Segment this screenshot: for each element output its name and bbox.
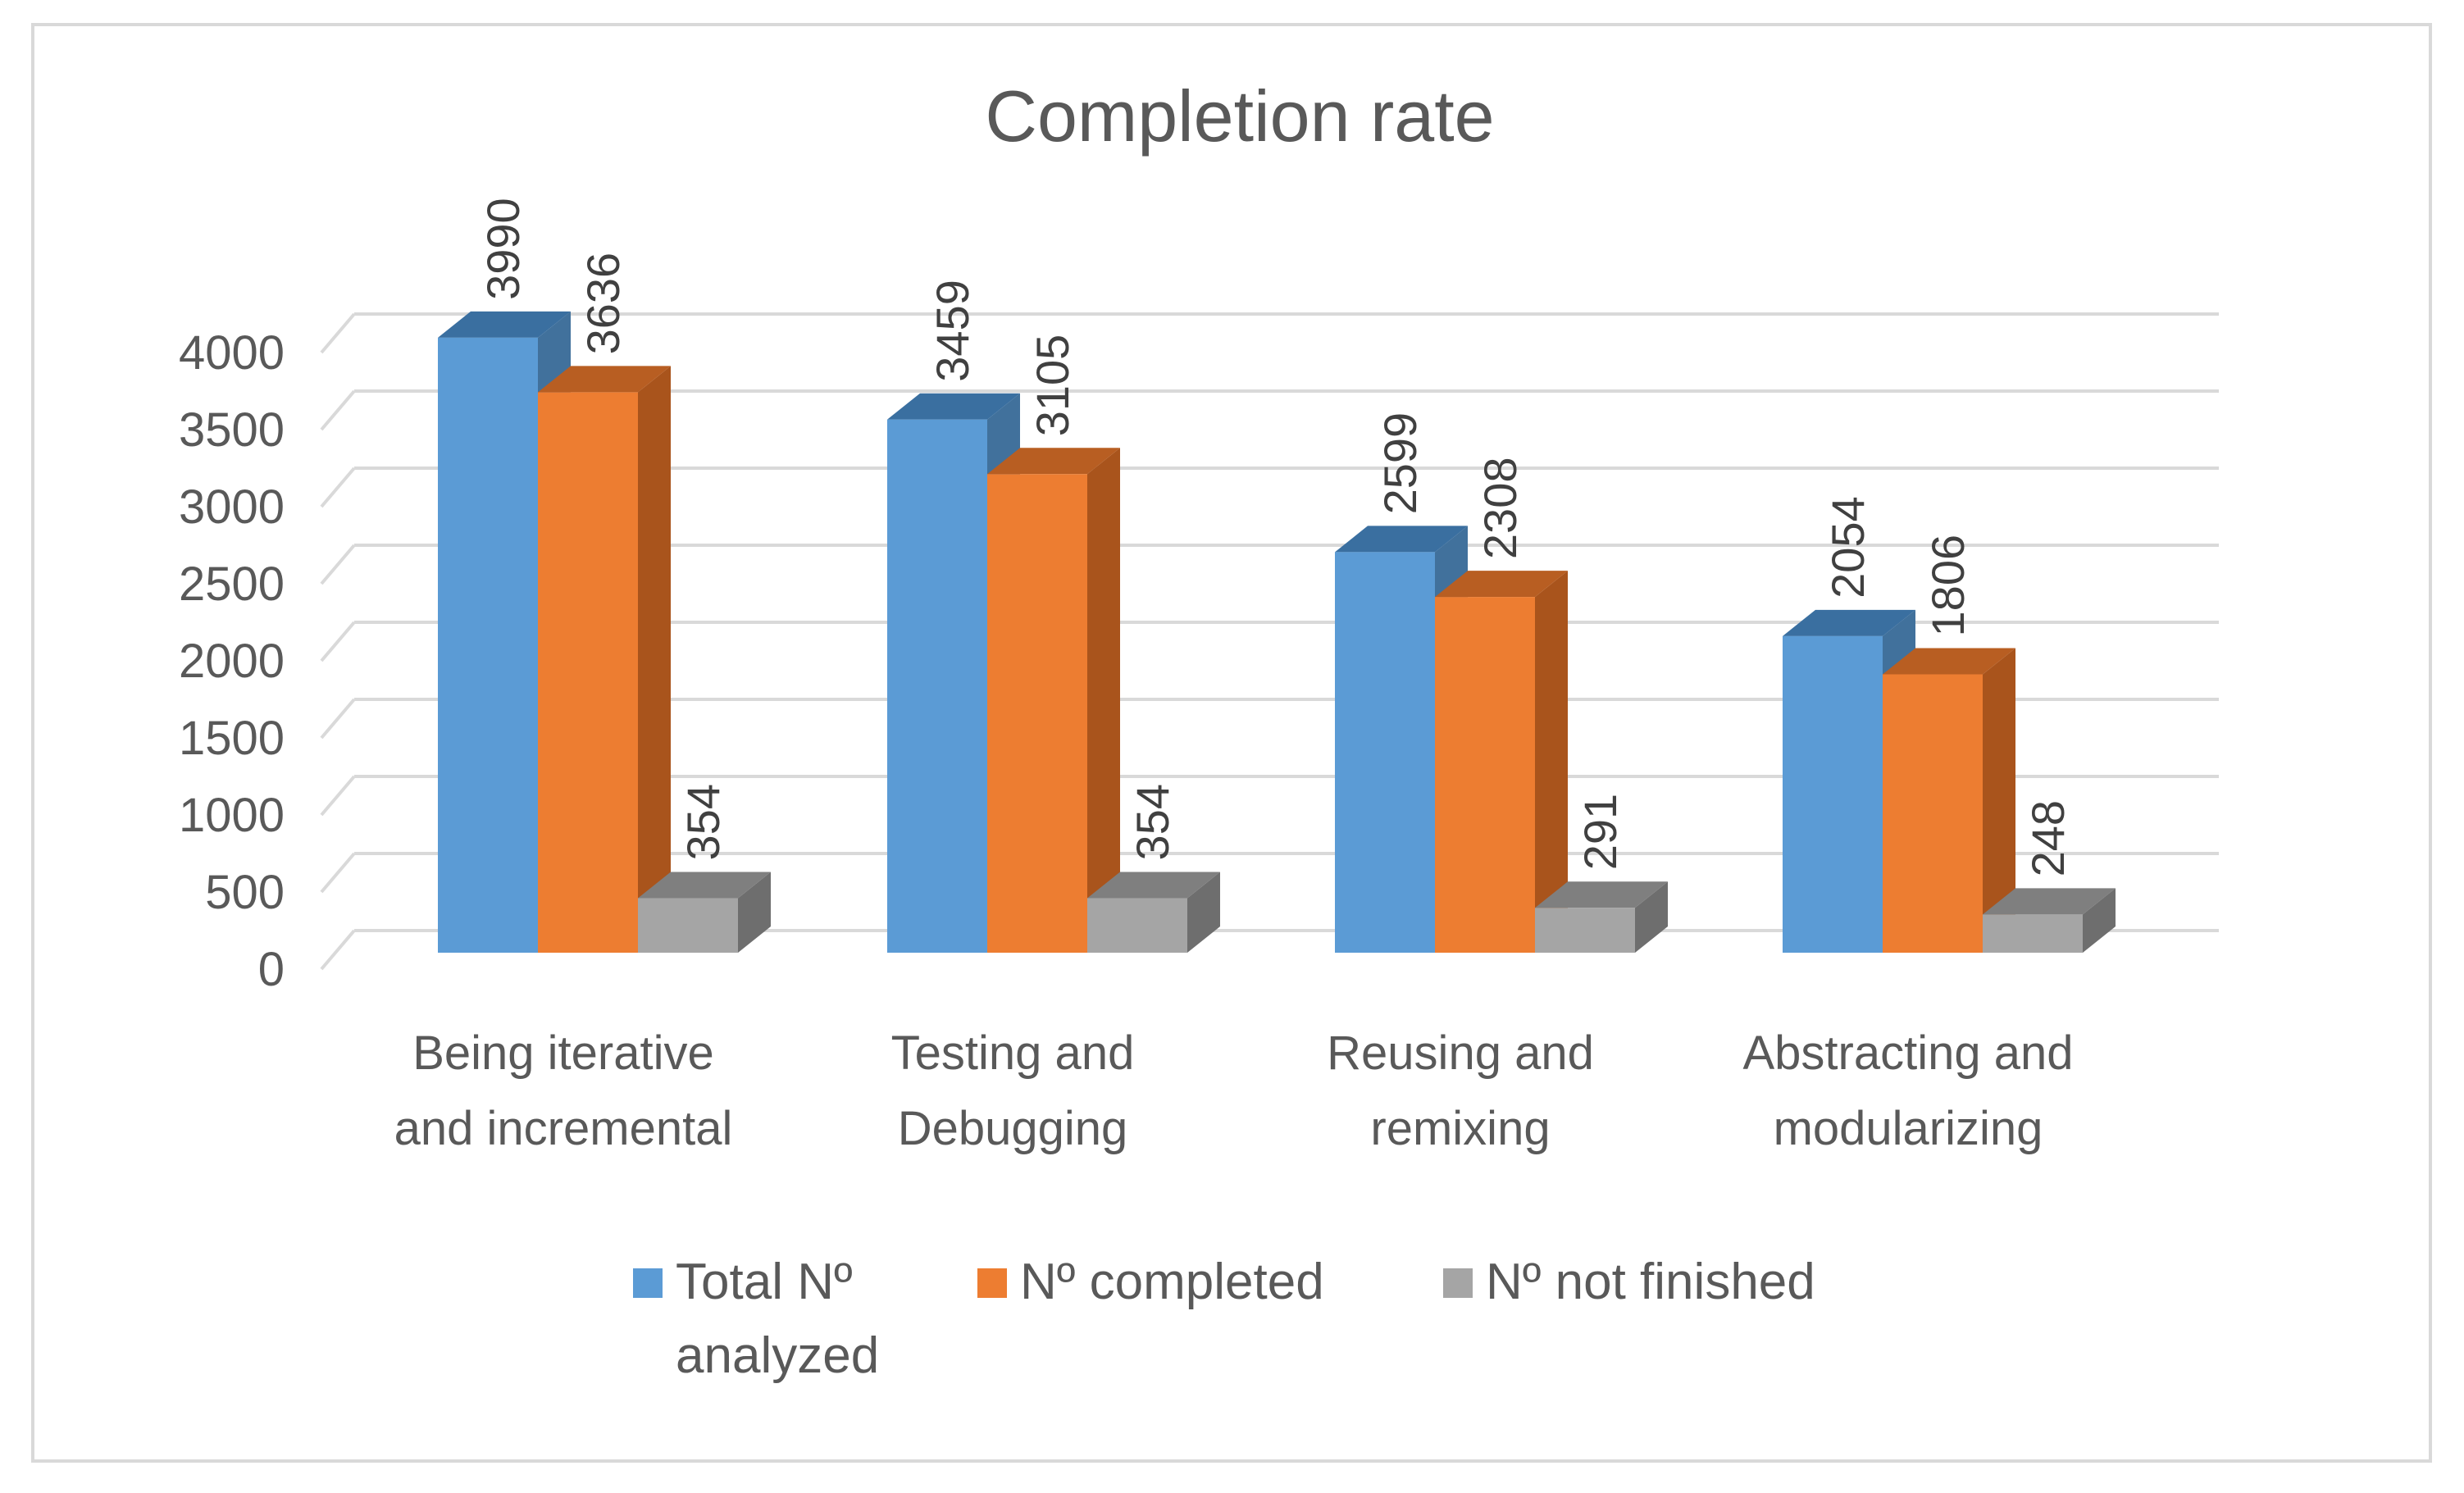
category-label: and incremental (394, 1102, 733, 1155)
bar-side (1535, 571, 1568, 953)
category-label: remixing (1370, 1102, 1550, 1155)
category-label: modularizing (1774, 1102, 2043, 1155)
data-label: 248 (2022, 800, 2074, 876)
bar (1087, 898, 1187, 953)
bar-side (1087, 448, 1120, 953)
bar-top (1535, 881, 1668, 908)
bar-top (987, 448, 1120, 475)
data-label: 2308 (1474, 457, 1526, 560)
gridline-diagonal (320, 852, 356, 894)
gridline-diagonal (320, 467, 356, 508)
bar-top (1335, 526, 1468, 553)
chart-svg: Completion rate 0 500 1000 1500 2000 2500 3000… (179, 75, 2219, 1384)
category-label: Abstracting and (1742, 1026, 2073, 1080)
bar-top (1783, 609, 1915, 636)
bar-top (638, 872, 771, 899)
bar (1883, 674, 1983, 953)
bar (538, 392, 638, 953)
y-tick-label: 2500 (179, 558, 285, 611)
data-label: 1806 (1922, 535, 1974, 637)
bar-top (1983, 888, 2116, 915)
category-label: Reusing and (1327, 1026, 1594, 1080)
bar (1335, 552, 1435, 953)
legend-label: Total Nº (676, 1254, 853, 1310)
y-tick-label: 2000 (179, 635, 285, 688)
y-tick-label: 1000 (179, 789, 285, 842)
legend: Total Nº analyzed Nº completed Nº not finis… (633, 1254, 1815, 1384)
category-labels: Being iterative and incremental Testing an… (394, 1026, 2074, 1155)
y-tick-label: 4000 (179, 326, 285, 380)
legend-swatch (633, 1268, 663, 1298)
bar-side (2083, 888, 2116, 953)
gridline-diagonal (320, 312, 356, 354)
y-tick-label: 3500 (179, 403, 285, 457)
y-tick-label: 0 (258, 943, 285, 996)
gridline-diagonal (320, 698, 356, 740)
gridline-diagonal (320, 621, 356, 662)
bar-top (538, 366, 671, 393)
gridline-diagonal (320, 389, 356, 431)
category-label: Being iterative (412, 1026, 714, 1080)
y-tick-label: 1500 (179, 712, 285, 765)
bar-side (738, 872, 771, 953)
bar (1535, 908, 1635, 953)
bar-top (438, 311, 571, 338)
data-label: 3459 (927, 280, 978, 382)
legend-label: Nº not finished (1486, 1254, 1815, 1310)
data-label: 3105 (1027, 335, 1078, 437)
bar-top (1087, 872, 1220, 899)
bar-side (1983, 648, 2015, 953)
gridline-diagonal (320, 544, 356, 585)
bar-top (887, 393, 1020, 420)
bar-side (1635, 881, 1668, 953)
bar (638, 898, 738, 953)
data-label: 3636 (577, 253, 629, 355)
data-label: 3990 (477, 198, 529, 300)
bar-top (1435, 571, 1568, 598)
legend-swatch (977, 1268, 1007, 1298)
bar-top (1883, 648, 2015, 675)
category-label: Testing and (891, 1026, 1135, 1080)
bar (987, 474, 1087, 953)
bar (438, 337, 538, 953)
bar (887, 419, 987, 953)
bar (1783, 635, 1883, 953)
data-label: 2599 (1374, 412, 1426, 515)
data-label: 291 (1574, 794, 1626, 870)
gridline-diagonal (320, 775, 356, 817)
legend-label: analyzed (676, 1327, 879, 1384)
data-labels: 3990 3636 354 3459 3105 354 2599 2308 291 2054 180… (477, 198, 2074, 876)
bar (1435, 597, 1535, 953)
data-label: 354 (677, 784, 729, 860)
data-label: 2054 (1822, 496, 1874, 599)
gridline-diagonal (320, 929, 356, 971)
bars (438, 311, 2116, 953)
bar-side (638, 366, 671, 953)
legend-swatch (1443, 1268, 1473, 1298)
chart-title: Completion rate (985, 75, 1494, 157)
chart-frame: Completion rate 0 500 1000 1500 2000 2500 3000… (31, 23, 2432, 1463)
category-label: Debugging (898, 1102, 1128, 1155)
bar-side (1187, 872, 1220, 953)
y-axis-ticks: 0 500 1000 1500 2000 2500 3000 3500 4000 (179, 326, 285, 996)
legend-label: Nº completed (1020, 1254, 1324, 1310)
y-tick-label: 500 (205, 866, 285, 919)
bar (1983, 914, 2083, 953)
data-label: 354 (1127, 784, 1178, 860)
y-tick-label: 3000 (179, 480, 285, 534)
